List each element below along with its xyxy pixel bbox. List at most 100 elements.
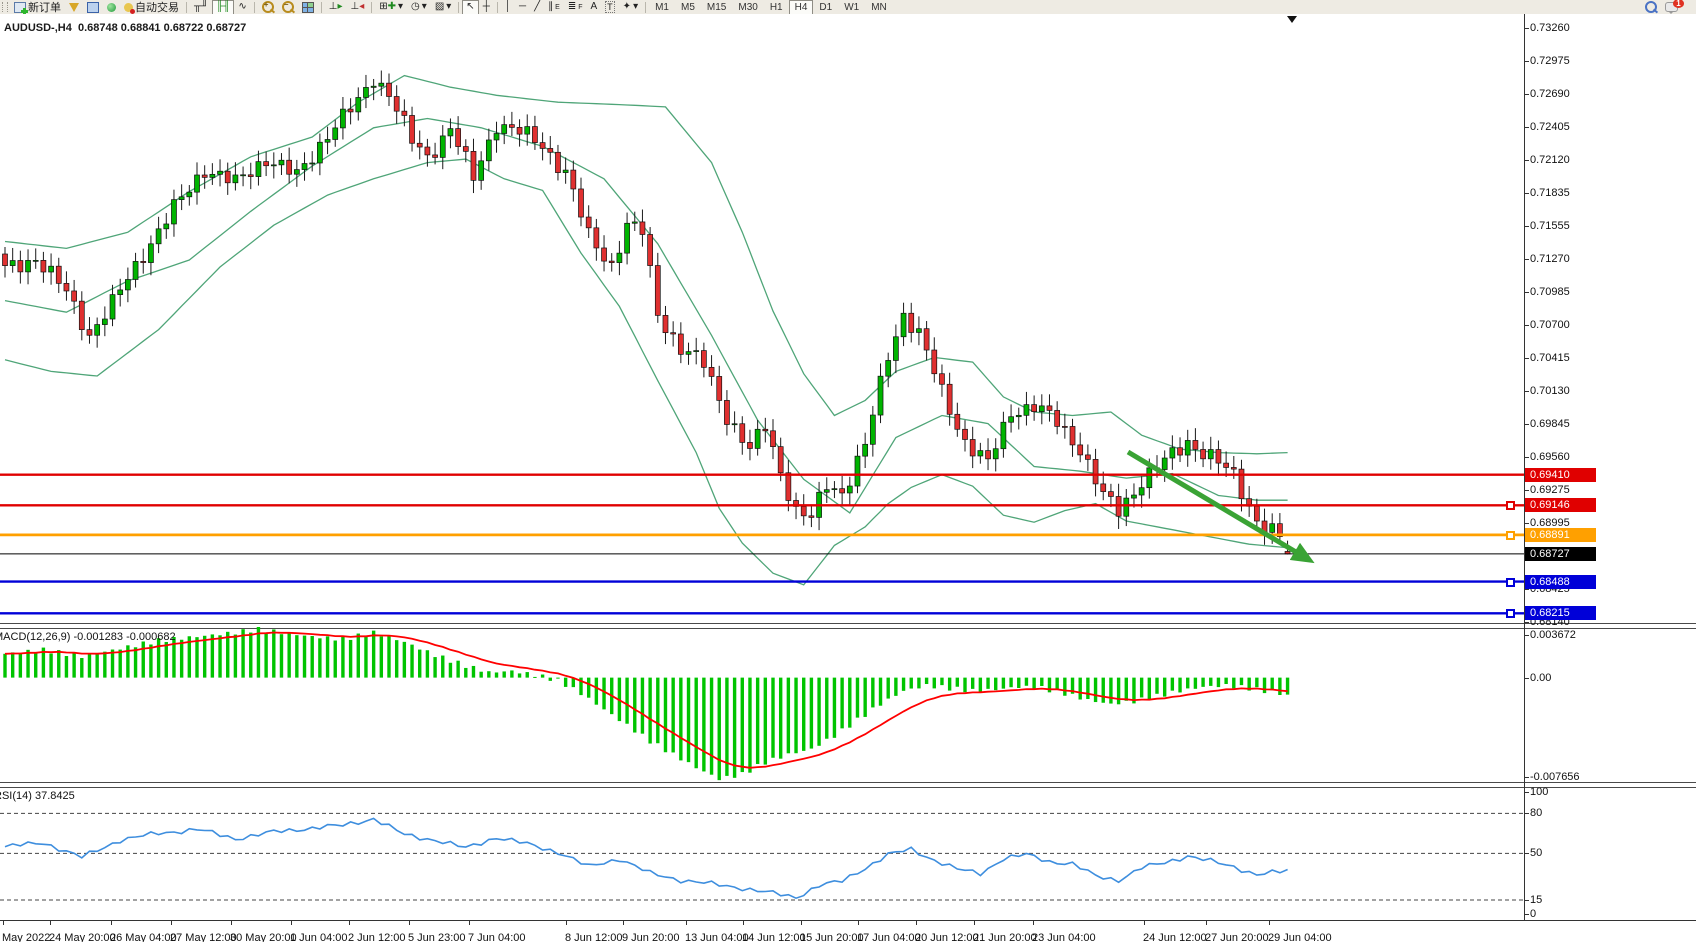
new-order-button[interactable]: 新订单 <box>10 0 65 15</box>
time-axis-tick <box>974 920 975 925</box>
time-axis-line <box>0 920 1696 921</box>
zoom-in-button[interactable]: + <box>258 0 278 15</box>
price-badge-0.68891: 0.68891 <box>1525 527 1596 542</box>
horizontal-lines[interactable] <box>0 473 1524 615</box>
price-axis-label: 0.71835 <box>1530 187 1570 200</box>
search-icon <box>1645 1 1657 13</box>
hline-handle-0.68215[interactable] <box>1506 609 1515 619</box>
templates-button[interactable]: ▨ ▾ <box>434 1 452 12</box>
text-label-icon: T <box>605 1 615 13</box>
price-badge-0.68215: 0.68215 <box>1525 606 1596 621</box>
terminal-button[interactable] <box>83 0 103 15</box>
macd-pane[interactable] <box>0 627 1524 782</box>
price-axis-tick <box>1524 28 1529 29</box>
timeframe-M1[interactable]: M1 <box>655 1 669 13</box>
main-toolbar: 新订单 自动交易 ╥╜ ╟╢ ∿ + − ⊥▸ ⊥◂ ⊞✚ ▾ ◷ ▾ ▨ ▾ ↖ ┼… <box>0 0 1696 15</box>
hline-handle-0.68891[interactable] <box>1506 530 1515 540</box>
timeframe-M5[interactable]: M5 <box>681 1 695 13</box>
time-axis-tick <box>231 920 232 925</box>
vertical-line-tool[interactable]: │ <box>501 0 515 15</box>
hline-handle-0.69146[interactable] <box>1506 501 1515 511</box>
price-axis-tick <box>1524 94 1529 96</box>
chart-area[interactable]: AUDUSD-,H4 0.68748 0.68841 0.68722 0.687… <box>0 14 1696 942</box>
time-axis-label: 8 Jun 12:00 <box>565 932 623 942</box>
periods-clock-icon: ◷ <box>411 1 420 12</box>
chart-shift-marker[interactable] <box>1287 16 1297 23</box>
price-axis-label: 0.69845 <box>1530 418 1570 431</box>
time-axis-label: 27 Jun 20:00 <box>1205 932 1269 942</box>
text-tool-icon: A <box>590 1 598 12</box>
search-button[interactable] <box>1641 0 1661 15</box>
timeframe-D1[interactable]: D1 <box>819 1 833 13</box>
trendline-tool[interactable]: ╱ <box>530 0 544 15</box>
pane-separator-macd[interactable] <box>0 623 1696 629</box>
channel-tool[interactable]: ∥ E <box>548 1 560 12</box>
line-chart-button[interactable]: ∿ <box>234 0 250 15</box>
candlesticks <box>2 70 1291 555</box>
auto-scroll-button[interactable]: ⊥▸ <box>325 0 347 15</box>
crosshair-tool-button[interactable]: ┼ <box>479 0 494 15</box>
signals-button[interactable] <box>103 0 120 15</box>
time-axis-tick <box>1033 920 1034 925</box>
toolbar-drag-handle[interactable] <box>2 2 8 12</box>
periods-button[interactable]: ◷ ▾ <box>411 1 427 12</box>
arrows-tool[interactable]: ✦ ▾ <box>622 1 639 12</box>
text-tool[interactable]: A <box>587 0 602 15</box>
zoom-in-icon: + <box>261 0 274 13</box>
trend-arrow-line[interactable] <box>1126 449 1315 564</box>
timeframe-H1[interactable]: H1 <box>769 1 783 13</box>
indicators-button[interactable]: ⊞✚ ▾ <box>379 1 404 12</box>
trend-arrow[interactable] <box>1126 449 1315 564</box>
rsi-level-lines <box>0 812 1524 901</box>
rsi-line <box>4 817 1288 900</box>
hline-handle-0.68488[interactable] <box>1506 577 1515 587</box>
autotrading-button[interactable]: 自动交易 <box>120 0 183 15</box>
pane-separator-rsi[interactable] <box>0 782 1696 788</box>
price-axis-tick <box>1524 324 1529 326</box>
time-axis-label: 9 Jun 20:00 <box>622 932 680 942</box>
time-axis-label: 23 Jun 04:00 <box>1032 932 1096 942</box>
zoom-out-button[interactable]: − <box>278 0 298 15</box>
time-axis-label: 24 Jun 12:00 <box>1143 932 1207 942</box>
time-axis-tick <box>916 920 917 925</box>
price-badge-0.68727: 0.68727 <box>1525 546 1596 561</box>
horizontal-line-icon: ─ <box>519 1 527 12</box>
autotrading-label: 自动交易 <box>135 2 179 14</box>
rsi-axis-tick <box>1524 900 1529 901</box>
time-axis-tick <box>469 920 470 925</box>
time-axis-tick <box>801 920 802 925</box>
time-axis-label: 20 Jun 12:00 <box>915 932 979 942</box>
candlestick-chart-button[interactable]: ╟╢ <box>212 0 235 15</box>
macd-histogram <box>3 627 1290 781</box>
cursor-tool-button[interactable]: ↖ <box>462 0 479 15</box>
price-chart-pane[interactable] <box>0 14 1524 623</box>
macd-axis-label: 0.00 <box>1530 671 1552 684</box>
chat-button[interactable]: 1 <box>1661 0 1684 15</box>
chart-shift-button[interactable]: ⊥◂ <box>346 0 368 15</box>
new-order-label: 新订单 <box>28 2 61 14</box>
price-axis-label: 0.69560 <box>1530 451 1570 464</box>
timeframe-MN[interactable]: MN <box>871 1 887 13</box>
bar-chart-button[interactable]: ╥╜ <box>190 0 212 15</box>
rsi-pane[interactable] <box>0 786 1524 920</box>
metaeditor-button[interactable] <box>65 0 83 15</box>
zoom-out-icon: − <box>281 0 294 13</box>
timeframe-H4[interactable]: H4 <box>788 0 814 15</box>
timeframe-M30[interactable]: M30 <box>738 1 758 13</box>
text-label-tool[interactable]: T <box>601 0 619 15</box>
timeframe-W1[interactable]: W1 <box>844 1 860 13</box>
timeframe-M15[interactable]: M15 <box>706 1 727 13</box>
price-axis-tick <box>1524 621 1529 623</box>
band-upper <box>4 74 1288 455</box>
band-middle <box>4 117 1288 514</box>
horizontal-line-tool[interactable]: ─ <box>515 0 530 15</box>
time-axis-label: 13 Jun 04:00 <box>685 932 749 942</box>
tile-windows-button[interactable] <box>298 0 318 15</box>
fibonacci-tool[interactable]: ≣ F <box>567 1 583 12</box>
price-axis-tick <box>1524 127 1529 129</box>
fibonacci-icon: ≣ <box>567 1 577 12</box>
price-axis-tick <box>1524 291 1529 293</box>
price-axis-label: 0.72405 <box>1530 121 1570 134</box>
rsi-axis-label: 50 <box>1530 847 1543 860</box>
price-axis-label: 0.70700 <box>1530 318 1570 331</box>
